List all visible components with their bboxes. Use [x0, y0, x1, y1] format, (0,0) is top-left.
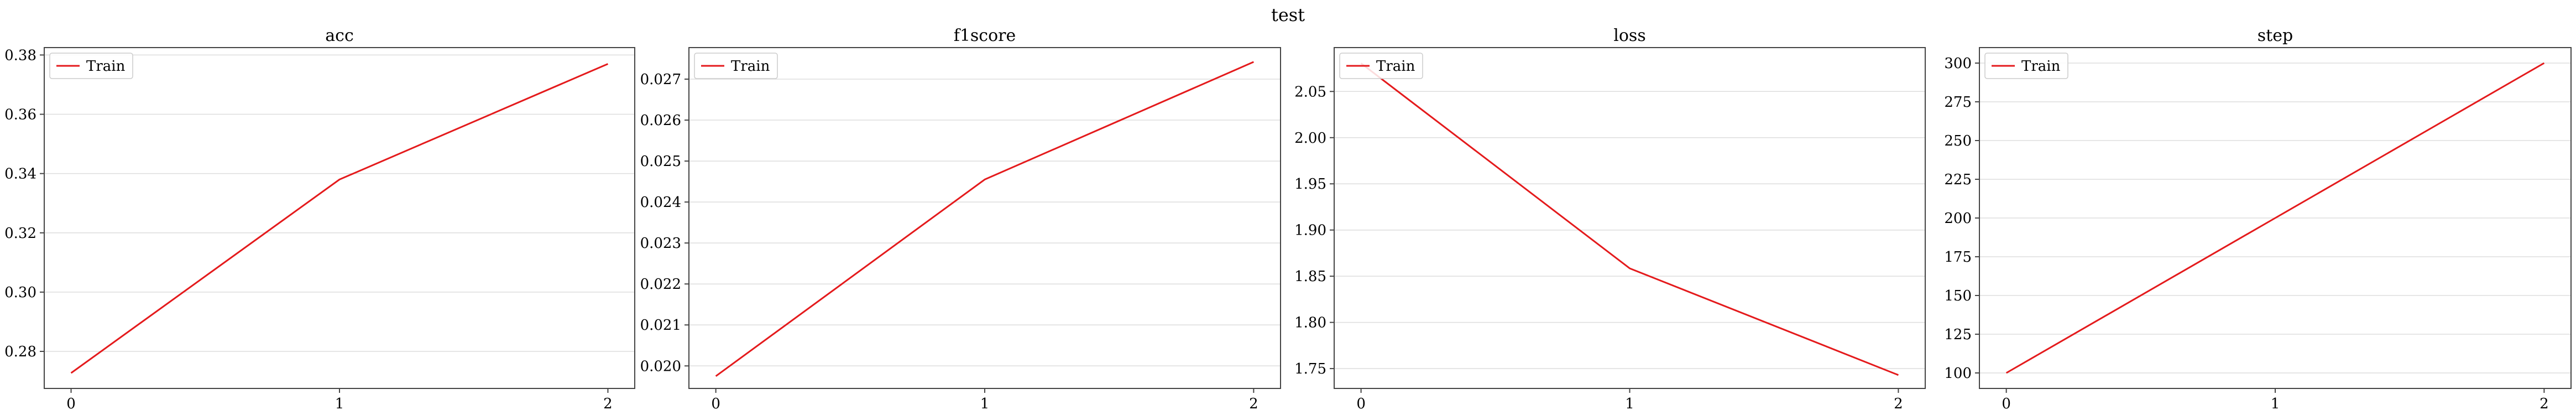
f1score-ytick-label-6: 0.026 — [640, 112, 681, 129]
acc-ytick-label-5: 0.38 — [4, 47, 36, 64]
loss-ytick-label-5: 2.00 — [1294, 130, 1326, 147]
step-ytick-label-2: 150 — [1944, 288, 1972, 304]
acc-legend: Train — [49, 53, 133, 79]
loss-ytick-label-0: 1.75 — [1294, 361, 1326, 377]
f1score-xtick-label-2: 2 — [1249, 396, 1258, 412]
step-legend-label: Train — [2021, 58, 2061, 75]
step-ytick-label-7: 275 — [1944, 94, 1972, 111]
f1score-legend: Train — [694, 53, 778, 79]
loss-xtick-label-2: 2 — [1894, 396, 1903, 412]
acc-legend-label: Train — [86, 58, 126, 75]
f1score-ytick-label-4: 0.024 — [640, 194, 681, 211]
acc-xtick-label-2: 2 — [603, 396, 613, 412]
loss-legend: Train — [1339, 53, 1423, 79]
loss-legend-box — [1339, 53, 1423, 79]
step-ytick-label-0: 100 — [1944, 365, 1972, 382]
step-ytick-label-6: 250 — [1944, 133, 1972, 149]
f1score-ytick-label-1: 0.021 — [640, 317, 681, 334]
acc-ytick-label-2: 0.32 — [4, 225, 36, 242]
step-ytick-label-5: 225 — [1944, 172, 1972, 188]
acc-ytick-label-3: 0.34 — [4, 166, 36, 183]
acc-ytick-label-4: 0.36 — [4, 107, 36, 123]
f1score-ytick-label-0: 0.020 — [640, 358, 681, 375]
loss-xtick-label-1: 1 — [1625, 396, 1634, 412]
step-xtick-label-0: 0 — [2002, 396, 2011, 412]
step-ytick-label-8: 300 — [1944, 55, 1972, 72]
step-legend: Train — [1984, 53, 2068, 79]
acc-xtick-label-1: 1 — [335, 396, 344, 412]
step-legend-box — [1984, 53, 2068, 79]
step-xtick-label-2: 2 — [2540, 396, 2549, 412]
loss-ytick-label-4: 1.95 — [1294, 176, 1326, 193]
acc-ytick-label-0: 0.28 — [4, 344, 36, 360]
acc-chart-title: acc — [325, 26, 354, 45]
f1score-ytick-label-7: 0.027 — [640, 71, 681, 88]
acc-legend-box — [49, 53, 133, 79]
loss-legend-label: Train — [1376, 58, 1415, 75]
step-chart-title: step — [2258, 26, 2293, 45]
f1score-xtick-label-0: 0 — [711, 396, 720, 412]
f1score-ytick-label-3: 0.023 — [640, 235, 681, 252]
step-ytick-label-4: 200 — [1944, 210, 1972, 227]
f1score-legend-box — [694, 53, 778, 79]
loss-chart-title: loss — [1613, 26, 1645, 45]
f1score-xtick-label-1: 1 — [980, 396, 990, 412]
f1score-chart-title: f1score — [954, 26, 1016, 45]
loss-ytick-label-3: 1.90 — [1294, 222, 1326, 239]
loss-xtick-label-0: 0 — [1356, 396, 1366, 412]
f1score-legend-label: Train — [731, 58, 770, 75]
f1score-ytick-label-5: 0.025 — [640, 153, 681, 170]
f1score-ytick-label-2: 0.022 — [640, 276, 681, 293]
acc-ytick-label-1: 0.30 — [4, 284, 36, 301]
acc-xtick-label-0: 0 — [66, 396, 76, 412]
loss-ytick-label-2: 1.85 — [1294, 268, 1326, 285]
figure-title: test — [1271, 4, 1305, 25]
step-ytick-label-1: 125 — [1944, 326, 1972, 343]
loss-ytick-label-1: 1.80 — [1294, 315, 1326, 331]
step-ytick-label-3: 175 — [1944, 249, 1972, 266]
step-xtick-label-1: 1 — [2271, 396, 2280, 412]
loss-ytick-label-6: 2.05 — [1294, 84, 1326, 100]
